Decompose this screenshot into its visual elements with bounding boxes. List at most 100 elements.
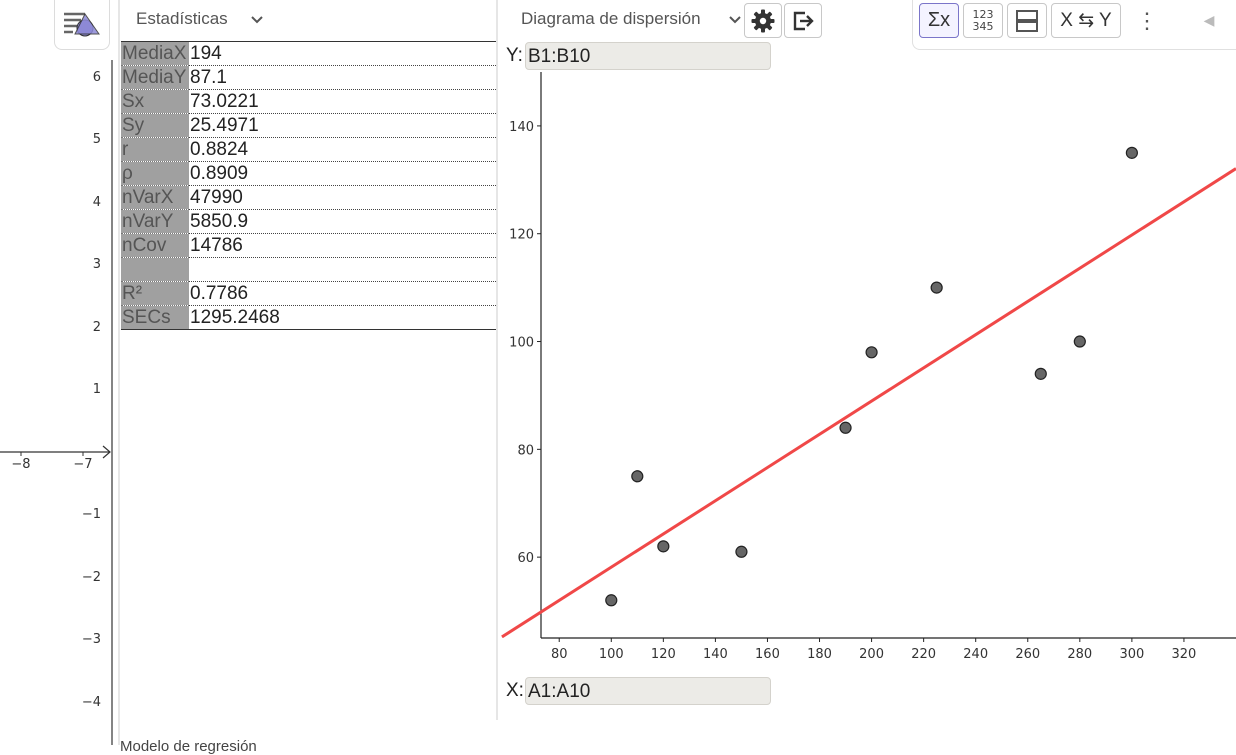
y-tick-label: 100 [509, 336, 534, 351]
stats-value-cell[interactable]: 0.8824 [189, 137, 496, 162]
y-tick-label: 1 [93, 382, 101, 397]
stats-row: Sx 73.0221 [121, 89, 496, 114]
x-tick-label: −7 [73, 457, 92, 472]
stats-row: r 0.8824 [121, 137, 496, 162]
stats-label-cell: SECs [121, 305, 189, 330]
collapse-arrow-icon[interactable]: ◀ [1199, 3, 1219, 38]
data-point[interactable] [839, 421, 852, 434]
show-data-button[interactable]: 123 345 [963, 3, 1003, 38]
plot-type-dropdown-label[interactable]: Diagrama de dispersión [521, 9, 701, 28]
y-source-label: Y: [506, 45, 523, 66]
statistics-table: MediaX 194 MediaY 87.1 Sx 73.0221 Sy 25.4971 r 0.… [121, 41, 496, 330]
stats-label-cell: MediaX [121, 41, 189, 66]
data-point[interactable] [605, 594, 618, 607]
scatter-plot[interactable]: 60 80 100 120 140 80 100 120 140 160 180 200 220 240 2… [498, 0, 1236, 745]
data-point[interactable] [865, 346, 878, 359]
stats-label-cell: ρ [121, 161, 189, 186]
statistics-panel: Estadísticas MediaX 194 MediaY 87.1 Sx 73.022… [120, 0, 496, 755]
graphics-axes: 6 5 4 3 2 1 −1 −2 −3 −4 −8 −7 [0, 60, 113, 745]
y-tick-label: 5 [93, 132, 101, 147]
y-tick-label: −3 [82, 632, 101, 647]
data-point[interactable] [930, 281, 943, 294]
panel-divider[interactable] [118, 0, 120, 745]
x-tick-label: 240 [963, 647, 988, 662]
statistics-dropdown-label[interactable]: Estadísticas [136, 9, 228, 28]
y-tick-label: 4 [93, 195, 101, 210]
x-tick-label: 200 [859, 647, 884, 662]
stats-value-cell[interactable] [189, 257, 496, 282]
regression-line [501, 167, 1236, 638]
x-tick-label: −8 [11, 457, 30, 472]
stats-value-cell[interactable]: 194 [189, 41, 496, 66]
show-statistics-button[interactable]: Σx [919, 3, 959, 38]
stats-value-cell[interactable]: 25.4971 [189, 113, 496, 138]
statistics-toolbar: Σx 123 345 X ⇆ Y ⋮ ◀ [912, 0, 1236, 50]
gear-icon [751, 9, 775, 32]
stats-label-cell: nCov [121, 233, 189, 258]
statistics-header[interactable]: Estadísticas [120, 0, 496, 40]
stats-value-cell[interactable]: 0.7786 [189, 281, 496, 306]
panel-divider[interactable] [496, 0, 498, 720]
chevron-down-icon[interactable] [726, 10, 744, 28]
y-source-field[interactable]: B1:B10 [525, 42, 771, 70]
plot-settings-button[interactable] [744, 3, 782, 38]
x-tick-label: 180 [807, 647, 832, 662]
x-axis-arrow [102, 445, 111, 459]
data-point[interactable] [1034, 367, 1047, 380]
stats-row: MediaY 87.1 [121, 65, 496, 90]
y-tick-label: 60 [517, 551, 534, 566]
y-tick-label: 80 [517, 443, 534, 458]
menu-shapes-icon [64, 12, 100, 37]
x-tick-label: 220 [911, 647, 936, 662]
x-tick-label: 300 [1119, 647, 1144, 662]
data-point[interactable] [657, 540, 670, 553]
x-tick-label: 280 [1067, 647, 1092, 662]
x-source-label: X: [506, 680, 524, 701]
x-tick-label: 140 [703, 647, 728, 662]
y-tick-label: −4 [82, 695, 101, 710]
split-layout-icon [1016, 9, 1038, 32]
x-tick-label: 320 [1172, 647, 1197, 662]
export-icon [793, 11, 814, 30]
y-tick-label: 6 [93, 70, 101, 85]
regression-model-label: Modelo de regresión [120, 738, 257, 755]
stats-value-cell[interactable]: 5850.9 [189, 209, 496, 234]
y-tick-label: −2 [82, 570, 101, 585]
stats-label-cell: r [121, 137, 189, 162]
data-point[interactable] [735, 545, 748, 558]
scatter-plot-panel: Diagrama de dispersión Σx [498, 0, 1236, 745]
x-source-field[interactable]: A1:A10 [525, 677, 771, 705]
stats-row: MediaX 194 [121, 41, 496, 66]
stats-row: nVarY 5850.9 [121, 209, 496, 234]
stats-label-cell: Sy [121, 113, 189, 138]
data-point[interactable] [1125, 146, 1138, 159]
stats-label-cell: Sx [121, 89, 189, 114]
stats-value-cell[interactable]: 47990 [189, 185, 496, 210]
graphics-view[interactable]: 6 5 4 3 2 1 −1 −2 −3 −4 −8 −7 [0, 0, 118, 745]
data-point[interactable] [631, 470, 644, 483]
split-layout-button[interactable] [1007, 3, 1047, 38]
x-tick-label: 100 [599, 647, 624, 662]
y-tick-label: 120 [509, 228, 534, 243]
export-button[interactable] [784, 3, 822, 38]
stats-value-cell[interactable]: 0.8909 [189, 161, 496, 186]
stats-value-cell[interactable]: 73.0221 [189, 89, 496, 114]
chevron-down-icon[interactable] [248, 10, 266, 28]
y-tick-label: 140 [509, 120, 534, 135]
stats-label-cell: nVarY [121, 209, 189, 234]
stats-row: SECs 1295.2468 [121, 305, 496, 330]
y-tick-label: −1 [82, 507, 101, 522]
stats-value-cell[interactable]: 87.1 [189, 65, 496, 90]
stats-value-cell[interactable]: 14786 [189, 233, 496, 258]
stats-row: ρ 0.8909 [121, 161, 496, 186]
stats-value-cell[interactable]: 1295.2468 [189, 305, 496, 330]
swap-xy-button[interactable]: X ⇆ Y [1051, 3, 1121, 38]
data-point[interactable] [1073, 335, 1086, 348]
stats-row: nVarX 47990 [121, 185, 496, 210]
stats-label-cell [121, 257, 189, 282]
x-tick-label: 120 [651, 647, 676, 662]
main-menu-button[interactable] [54, 0, 110, 50]
more-options-icon[interactable]: ⋮ [1136, 3, 1158, 38]
x-tick-label: 160 [755, 647, 780, 662]
x-tick-label: 260 [1015, 647, 1040, 662]
